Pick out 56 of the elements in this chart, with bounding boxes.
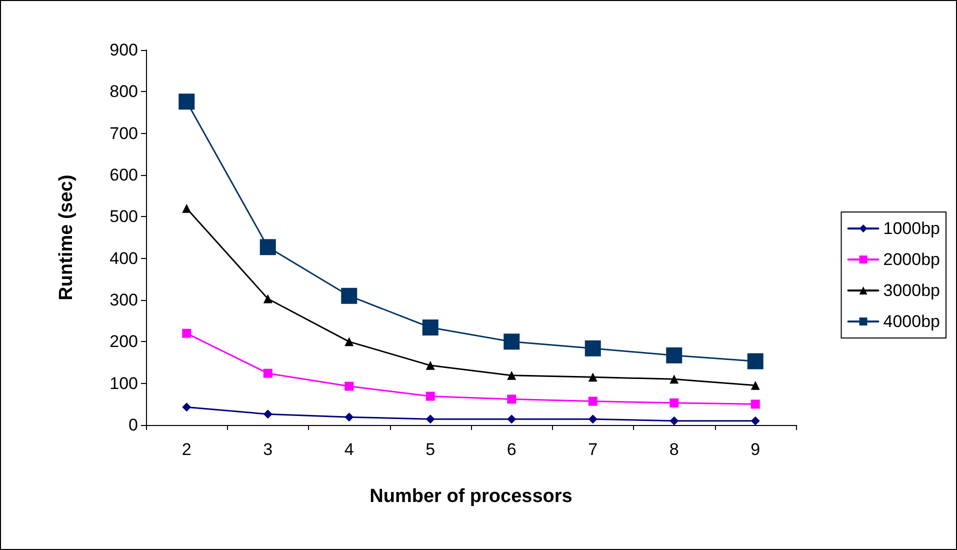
point bbox=[588, 396, 598, 406]
x-tick-label: 9 bbox=[750, 440, 760, 459]
point bbox=[344, 412, 354, 422]
x-axis-title: Number of processors bbox=[370, 486, 572, 507]
y-tick-label: 0 bbox=[128, 416, 138, 434]
y-tick-label: 700 bbox=[110, 124, 138, 143]
y-tick-label: 900 bbox=[110, 40, 138, 60]
y-tick-label: 400 bbox=[110, 248, 138, 268]
x-tick-label: 4 bbox=[344, 440, 354, 459]
point bbox=[670, 398, 679, 408]
point bbox=[178, 94, 195, 110]
x-tick-label: 7 bbox=[588, 440, 598, 459]
y-tick-label: 300 bbox=[110, 290, 138, 310]
y-tick-label: 500 bbox=[110, 207, 138, 226]
point bbox=[747, 353, 764, 370]
point bbox=[344, 382, 354, 391]
point bbox=[263, 294, 272, 304]
point bbox=[426, 360, 435, 370]
point bbox=[750, 400, 760, 409]
point bbox=[666, 347, 682, 364]
legend-label: 3000bp bbox=[883, 281, 940, 300]
point bbox=[584, 340, 601, 356]
x-tick-label: 2 bbox=[182, 440, 192, 459]
point bbox=[344, 337, 354, 346]
y-tick-label: 600 bbox=[110, 166, 138, 184]
point bbox=[588, 372, 598, 382]
point bbox=[588, 414, 598, 424]
point bbox=[507, 414, 516, 424]
point bbox=[504, 334, 520, 350]
point bbox=[263, 368, 272, 378]
legend-label: 4000bp bbox=[883, 312, 940, 331]
point bbox=[426, 392, 435, 401]
point bbox=[260, 239, 276, 256]
point bbox=[182, 402, 192, 412]
point bbox=[182, 328, 192, 338]
point bbox=[507, 394, 516, 404]
point bbox=[750, 380, 760, 390]
x-tick-label: 6 bbox=[506, 440, 516, 459]
legend-label: 1000bp bbox=[883, 219, 940, 238]
y-tick-label: 200 bbox=[110, 332, 138, 352]
point bbox=[426, 414, 435, 424]
y-tick-label: 800 bbox=[110, 82, 138, 102]
x-tick-label: 3 bbox=[263, 440, 273, 459]
y-tick-label: 100 bbox=[110, 374, 138, 393]
legend-label: 2000bp bbox=[883, 250, 940, 269]
point bbox=[670, 374, 679, 384]
x-tick-label: 8 bbox=[669, 440, 679, 459]
point bbox=[670, 416, 679, 426]
y-axis-title: Runtime (sec) bbox=[56, 174, 77, 300]
point bbox=[341, 288, 358, 304]
point bbox=[507, 370, 516, 380]
point bbox=[750, 416, 760, 426]
x-tick-label: 5 bbox=[426, 440, 436, 459]
point bbox=[263, 410, 272, 419]
point bbox=[182, 204, 192, 213]
point bbox=[422, 320, 438, 336]
